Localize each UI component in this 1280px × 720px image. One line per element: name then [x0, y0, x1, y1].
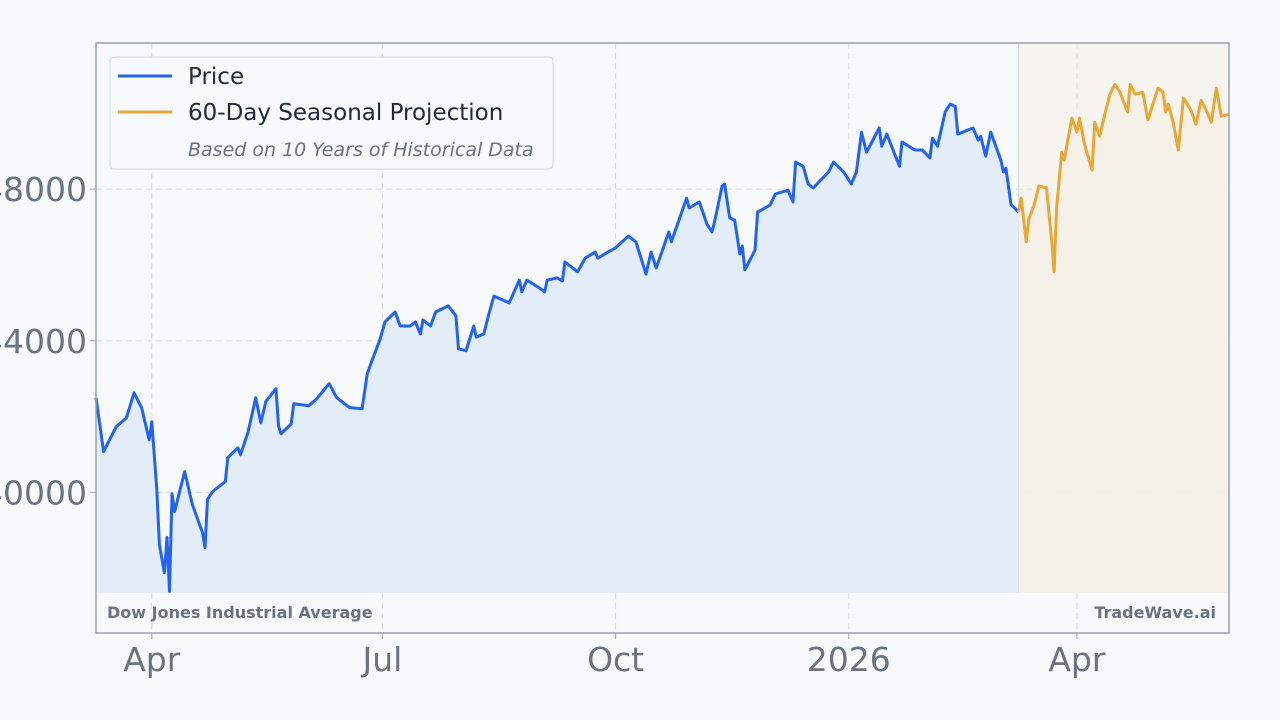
x-tick-label: 2026	[807, 640, 891, 679]
plot-frame	[95, 42, 1230, 634]
legend-label-price: Price	[188, 64, 244, 90]
x-tick-label: Oct	[587, 640, 644, 679]
legend: Price 60-Day Seasonal Projection Based o…	[109, 56, 554, 170]
y-tick-label: 44000	[0, 322, 87, 361]
y-axis: 40000 44000 48000	[0, 170, 96, 513]
footer-index-name: Dow Jones Industrial Average	[107, 603, 373, 622]
series-lines	[94, 82, 1230, 593]
projection-area	[1018, 84, 1229, 594]
x-axis: Apr Jul Oct 2026 Apr	[123, 633, 1106, 679]
price-area	[96, 104, 1019, 593]
footer-brand: TradeWave.ai	[1094, 603, 1216, 622]
x-tick-label: Jul	[361, 640, 403, 679]
x-tick-label: Apr	[1048, 640, 1106, 679]
x-tick-label: Apr	[123, 640, 181, 679]
legend-note: Based on 10 Years of Historical Data	[188, 139, 534, 161]
area-fills	[96, 43, 1229, 594]
projection-line	[1017, 82, 1230, 274]
legend-box	[109, 56, 554, 170]
y-tick-label: 40000	[0, 474, 87, 513]
y-tick-label: 48000	[0, 170, 87, 209]
price-line	[94, 102, 1020, 593]
legend-label-projection: 60-Day Seasonal Projection	[188, 100, 503, 126]
